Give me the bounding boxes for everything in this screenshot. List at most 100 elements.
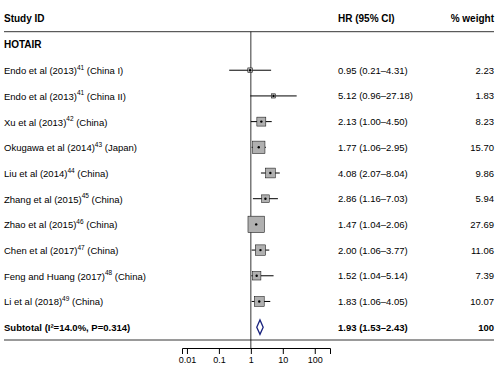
weight-label: 5.94 (476, 193, 495, 204)
ci-line (229, 70, 271, 71)
ci-line (253, 198, 278, 199)
x-tick: 100 (308, 348, 323, 365)
study-point (258, 146, 260, 148)
study-name: Feng and Huang (2017) (4, 270, 105, 281)
x-tick-mark (283, 348, 284, 354)
study-name: Li et al (2018) (4, 296, 62, 307)
study-box (252, 272, 260, 280)
x-tick-label: 0.01 (179, 355, 197, 365)
study-point (264, 197, 266, 199)
study-name: Zhang et al (2015) (4, 193, 82, 204)
x-tick: 0.01 (179, 348, 197, 365)
separators (4, 32, 494, 340)
subtotal-label: Subtotal (I²=14.0%, P=0.314) (4, 322, 130, 333)
study-region: (China I) (84, 65, 123, 76)
x-tick-mark (315, 348, 316, 354)
study-name: Endo et al (2013) (4, 65, 77, 76)
x-tick: 1 (249, 348, 254, 365)
ci-line (251, 121, 272, 122)
study-name: Zhao et al (2015) (4, 219, 76, 230)
weight-label: 7.39 (476, 270, 495, 281)
plot-area (229, 32, 296, 348)
study-box (265, 168, 275, 178)
x-tick-mark (219, 348, 220, 354)
x-tick: 10 (278, 348, 288, 365)
x-tick: 0.1 (213, 348, 226, 365)
study-point (272, 95, 274, 97)
weight-label: 8.23 (476, 116, 495, 127)
study-box (257, 117, 266, 126)
column-header: % weight (451, 13, 495, 24)
hr-label: 2.13 (1.00–4.50) (338, 116, 408, 127)
x-tick-label: 10 (278, 355, 288, 365)
x-tick-label: 100 (308, 355, 323, 365)
hr-label: 1.47 (1.04–2.06) (338, 219, 408, 230)
weight-label: 9.86 (476, 168, 495, 179)
hr-label: 0.95 (0.21–4.31) (338, 65, 408, 76)
hr-label: 1.83 (1.06–4.05) (338, 296, 408, 307)
study-box (254, 297, 264, 307)
study-name: Chen et al (2017) (4, 245, 77, 256)
study-region: (China) (89, 193, 123, 204)
study-box (253, 141, 265, 153)
study-label: Liu et al (2014)44 (China) (4, 166, 108, 179)
study-region: (China) (112, 270, 146, 281)
x-tick-label: 1 (249, 355, 254, 365)
study-region: (China) (69, 296, 103, 307)
study-point (269, 172, 271, 174)
study-label: Chen et al (2017)47 (China) (4, 243, 118, 256)
study-label: Endo et al (2013)41 (China II) (4, 89, 126, 102)
ci-line (252, 250, 270, 251)
study-point (255, 223, 257, 225)
study-name: Endo et al (2013) (4, 90, 77, 101)
header-line (4, 31, 494, 32)
hr-label: 5.12 (0.96–27.18) (338, 90, 413, 101)
reference-line (250, 32, 251, 348)
study-label: Zhao et al (2015)46 (China) (4, 217, 117, 230)
study-label: Xu et al (2013)42 (China) (4, 115, 107, 128)
subtotal-hr-label: 1.93 (1.53–2.43) (338, 322, 408, 333)
ci-line (261, 173, 280, 174)
study-name: Okugawa et al (2014) (4, 142, 95, 153)
study-box (271, 94, 275, 98)
column-header: Study ID (4, 13, 45, 24)
study-name: Liu et al (2014) (4, 168, 67, 179)
study-region: (China) (85, 245, 119, 256)
table-text: Study ID HR (95% CI) % weight HOTAIR Endo et… (4, 13, 495, 332)
hr-label: 2.00 (1.06–3.77) (338, 245, 408, 256)
subtotal-diamond (257, 320, 263, 334)
weight-label: 2.23 (476, 65, 495, 76)
hr-label: 4.08 (2.07–8.04) (338, 168, 408, 179)
weight-label: 27.69 (470, 219, 494, 230)
study-label: Feng and Huang (2017)48 (China) (4, 269, 146, 282)
weight-label: 15.70 (470, 142, 494, 153)
study-region: (China) (75, 168, 109, 179)
study-region: (China II) (84, 90, 126, 101)
study-point (260, 120, 262, 122)
study-name: Xu et al (2013) (4, 116, 66, 127)
x-axis: 0.01 0.1 1 10 100 (179, 348, 331, 365)
study-box (255, 245, 265, 255)
study-region: (China) (74, 116, 108, 127)
study-point (249, 69, 251, 71)
chart: 0.01 0.1 1 10 100 Study ID HR (95% CI) % weight… (0, 0, 500, 383)
study-label: Okugawa et al (2014)43 (Japan) (4, 140, 137, 153)
study-label: Endo et al (2013)41 (China I) (4, 63, 123, 76)
subtotal-weight: 100 (478, 322, 494, 333)
study-region: (China) (84, 219, 118, 230)
weight-label: 11.06 (471, 245, 494, 256)
study-point (258, 300, 260, 302)
study-box (262, 195, 270, 203)
column-header: HR (95% CI) (338, 13, 395, 24)
x-axis-line (183, 349, 331, 355)
study-point (255, 275, 257, 277)
study-box (248, 68, 253, 73)
group-label: HOTAIR (4, 39, 42, 50)
bottom-line (4, 340, 494, 341)
study-box (248, 216, 264, 232)
study-label: Zhang et al (2015)45 (China) (4, 192, 123, 205)
hr-label: 1.52 (1.04–5.14) (338, 270, 408, 281)
study-point (259, 249, 261, 251)
hr-label: 1.77 (1.06–2.95) (338, 142, 408, 153)
ci-line (250, 95, 296, 96)
